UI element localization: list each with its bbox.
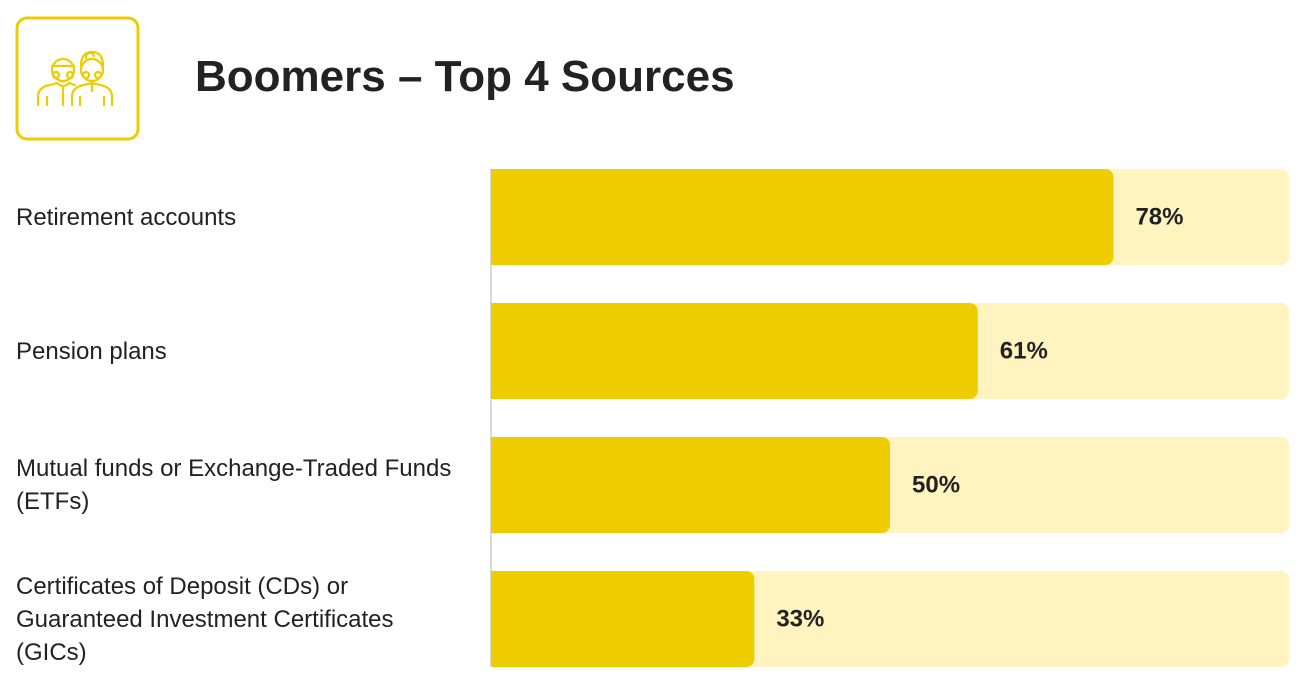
- value-label: 33%: [776, 605, 824, 632]
- category-label: Mutual funds or Exchange-Traded Funds (E…: [16, 455, 452, 515]
- value-label: 50%: [912, 471, 960, 498]
- bar: [491, 303, 978, 399]
- chart-title: Boomers – Top 4 Sources: [195, 52, 735, 101]
- value-label: 78%: [1135, 203, 1183, 230]
- bar: [491, 437, 890, 533]
- category-label: Pension plans: [16, 337, 167, 365]
- category-label: Retirement accounts: [16, 203, 237, 231]
- icon: [15, 16, 140, 141]
- bar: [491, 169, 1114, 265]
- category-label: Certificates of Deposit (CDs) or Guarant…: [16, 572, 394, 666]
- bar: [491, 571, 755, 667]
- value-label: 61%: [1000, 337, 1048, 364]
